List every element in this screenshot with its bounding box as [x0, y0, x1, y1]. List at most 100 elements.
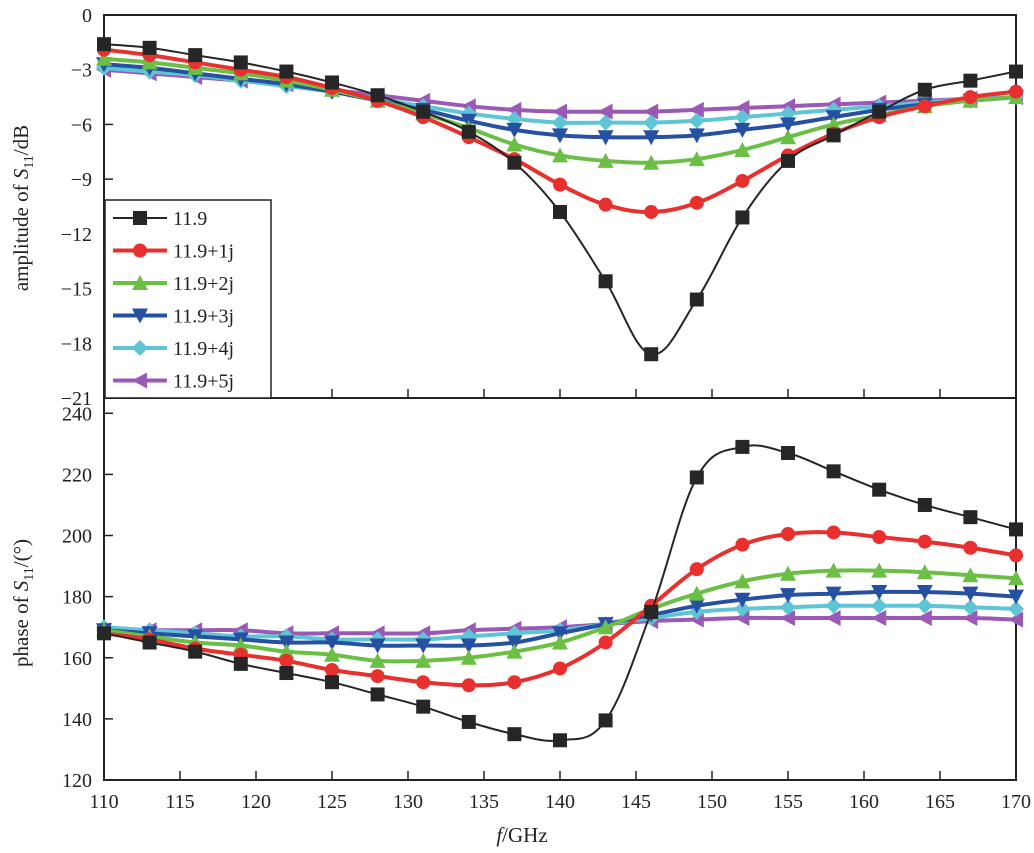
phase-data-point: [780, 565, 796, 581]
phase-data-point: [871, 610, 887, 627]
legend-entry-label: 11.9+3j: [173, 306, 234, 328]
phase-data-point: [871, 562, 888, 578]
phase-y-tick-label: 120: [62, 770, 92, 792]
phase-data-point: [962, 599, 979, 616]
amplitude-data-point: [735, 210, 750, 225]
phase-data-point: [1008, 611, 1023, 628]
phase-y-tick-label: 240: [62, 403, 92, 425]
phase-data-point: [324, 646, 340, 662]
amplitude-data-point: [734, 141, 751, 157]
phase-data-point: [735, 537, 750, 552]
amplitude-data-point: [507, 155, 522, 170]
amplitude-data-point: [643, 114, 660, 131]
amplitude-data-point: [826, 128, 841, 143]
amplitude-data-point: [644, 204, 659, 219]
phase-data-point: [97, 626, 111, 641]
amplitude-data-point: [552, 114, 568, 131]
phase-data-point: [369, 652, 386, 668]
amplitude-data-point: [142, 40, 157, 55]
amplitude-data-point: [917, 82, 932, 97]
phase-data-point: [507, 675, 522, 690]
phase-series-line: [103, 444, 1017, 742]
x-tick-label: 120: [241, 791, 271, 813]
x-tick-label: 125: [317, 791, 347, 813]
phase-data-point: [689, 470, 704, 485]
amplitude-data-point: [643, 103, 659, 120]
amplitude-data-point: [780, 129, 796, 145]
amplitude-data-point: [734, 122, 751, 138]
phase-data-point: [507, 727, 522, 742]
legend-marker: [132, 308, 148, 324]
phase-data-point: [871, 585, 888, 601]
phase-data-point: [688, 585, 705, 601]
phase-data-point: [460, 638, 477, 654]
phase-data-point: [963, 510, 978, 525]
phase-data-point: [872, 482, 887, 497]
phase-data-point: [416, 675, 431, 690]
legend-marker: [133, 211, 147, 225]
amplitude-y-tick-label: 0: [82, 5, 92, 27]
phase-data-point: [917, 534, 932, 549]
amplitude-y-tick-label: −21: [61, 388, 92, 410]
phase-data-point: [369, 638, 386, 654]
phase-data-point: [1009, 548, 1023, 563]
phase-data-point: [461, 678, 476, 693]
x-tick-label: 130: [393, 791, 423, 813]
phase-data-point: [460, 649, 477, 665]
x-tick-label: 135: [469, 791, 499, 813]
phase-y-tick-label: 160: [62, 648, 92, 670]
phase-data-point: [644, 604, 659, 619]
phase-data-point: [278, 635, 295, 651]
amplitude-data-point: [872, 104, 887, 119]
phase-data-point: [506, 635, 523, 651]
phase-y-tick-label: 180: [62, 587, 92, 609]
phase-data-point: [415, 652, 432, 668]
phase-data-point: [598, 635, 613, 650]
legend: 11.9 11.9+1j 11.9+2j 11.9+3j 11.9+4j 11.9+5j: [104, 199, 272, 399]
phase-data-point: [825, 597, 842, 614]
legend-marker: [132, 275, 148, 290]
amplitude-data-point: [552, 147, 568, 163]
phase-data-point: [916, 597, 933, 614]
phase-data-point: [871, 597, 888, 614]
x-tick-label: 115: [165, 791, 194, 813]
legend-marker: [132, 372, 147, 389]
phase-y-axis-label: phase of S11/(°): [9, 539, 37, 667]
amplitude-data-point: [689, 195, 704, 210]
phase-data-point: [232, 637, 249, 653]
phase-y-tick-label: 200: [62, 526, 92, 548]
amplitude-data-point: [780, 117, 796, 133]
phase-data-point: [781, 526, 795, 541]
amplitude-data-point: [781, 153, 795, 168]
amplitude-data-point: [325, 75, 339, 90]
phase-y-tick-label: 140: [62, 709, 92, 731]
x-tick-label: 160: [849, 791, 879, 813]
x-tick-label: 145: [621, 791, 651, 813]
phase-data-point: [552, 626, 568, 642]
phase-data-point: [825, 610, 841, 627]
phase-data-point: [598, 713, 613, 728]
phase-data-point: [689, 562, 704, 577]
amplitude-data-point: [552, 103, 567, 120]
phase-data-point: [780, 588, 796, 604]
phase-data-point: [734, 610, 750, 627]
legend-box: [104, 199, 272, 399]
amplitude-y-tick-label: −3: [71, 60, 92, 82]
amplitude-data-point: [552, 128, 568, 144]
amplitude-data-point: [644, 347, 659, 362]
legend-entry-label: 11.9: [173, 208, 207, 230]
x-tick-label: 150: [697, 791, 727, 813]
phase-data-point: [962, 567, 979, 583]
x-tick-label: 155: [773, 791, 803, 813]
phase-data-point: [325, 675, 339, 690]
phase-data-point: [963, 540, 978, 555]
phase-data-point: [735, 439, 750, 454]
phase-panel: 120 140 160 180 200 220 240 110 115 120 125 130 135 1…: [62, 397, 1031, 813]
phase-data-point: [1008, 570, 1024, 586]
phase-data-point: [188, 644, 203, 659]
x-tick-label: 165: [925, 791, 955, 813]
phase-data-point: [553, 733, 567, 748]
phase-data-point: [142, 635, 157, 650]
phase-data-point: [962, 610, 978, 627]
legend-entry-label: 11.9+1j: [173, 241, 234, 263]
